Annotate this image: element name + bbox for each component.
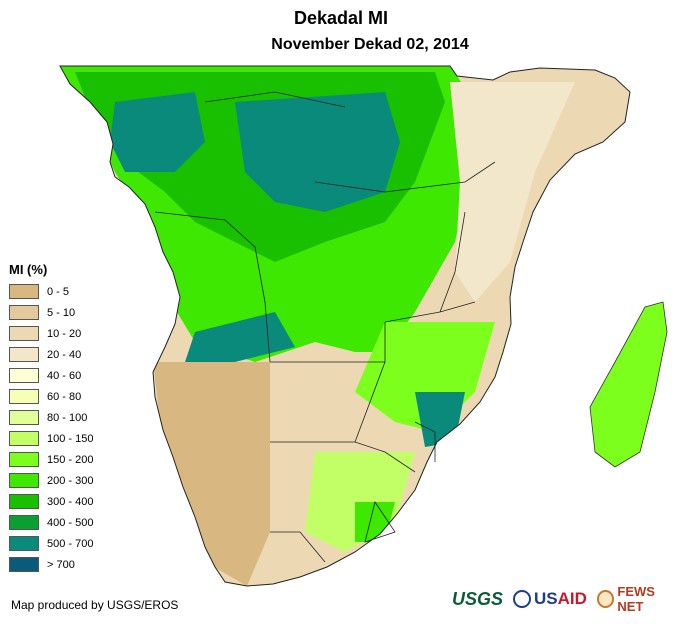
map-subtitle: November Dekad 02, 2014 [271, 36, 469, 53]
country-borders [154, 91, 496, 563]
legend-label: 200 - 300 [47, 474, 94, 487]
legend-label: > 700 [47, 558, 75, 571]
legend-swatch [9, 515, 39, 530]
legend-swatch [9, 410, 39, 425]
legend-item: 5 - 10 [9, 302, 93, 323]
legend-swatch [9, 305, 39, 320]
legend-label: 500 - 700 [47, 537, 94, 550]
legend-label: 100 - 150 [47, 432, 94, 445]
credit-text: Map produced by USGS/EROS [11, 598, 179, 612]
legend-label: 10 - 20 [47, 327, 82, 340]
usaid-logo-us: US [534, 589, 558, 608]
legend-item: 80 - 100 [9, 407, 93, 428]
fews-net-logo-text: FEWS NET [617, 584, 655, 614]
legend-label: 150 - 200 [47, 453, 94, 466]
legend-item: 60 - 80 [9, 386, 93, 407]
legend-swatch [9, 431, 39, 446]
usgs-logo-text: USGS [452, 588, 504, 609]
legend-label: 80 - 100 [47, 411, 88, 424]
fews-net-logo: FEWS NET [596, 584, 682, 614]
legend-swatch [9, 326, 39, 341]
usaid-seal-icon [513, 590, 532, 608]
legend-label: 5 - 10 [47, 306, 76, 319]
legend-item: 20 - 40 [9, 344, 93, 365]
legend-item: 10 - 20 [9, 323, 93, 344]
map-title: Dekadal MI [293, 8, 389, 28]
legend-swatch [9, 473, 39, 488]
legend-item: 200 - 300 [9, 470, 93, 491]
legend-swatch [9, 284, 39, 299]
moisture-index-map [59, 65, 668, 587]
legend-swatch [9, 452, 39, 467]
legend-swatch [9, 389, 39, 404]
legend-label: 60 - 80 [47, 390, 82, 403]
logo-strip: USGS US AID FEWS NET [452, 584, 682, 614]
madagascar [589, 301, 668, 468]
legend-item: 300 - 400 [9, 491, 93, 512]
usaid-logo-aid: AID [557, 589, 587, 608]
legend-item: 40 - 60 [9, 365, 93, 386]
legend-label: 400 - 500 [47, 516, 94, 529]
legend: MI (%) 0 - 5 5 - 10 10 - 20 20 - 40 40 - 60 6… [9, 262, 93, 575]
fews-net-seal-icon [596, 590, 615, 608]
legend-item: 400 - 500 [9, 512, 93, 533]
legend-swatch [9, 536, 39, 551]
legend-item: 100 - 150 [9, 428, 93, 449]
legend-swatch [9, 494, 39, 509]
legend-swatch [9, 557, 39, 572]
legend-swatch [9, 347, 39, 362]
usaid-logo: US AID [513, 589, 587, 609]
legend-label: 40 - 60 [47, 369, 82, 382]
legend-item: > 700 [9, 554, 93, 575]
legend-item: 500 - 700 [9, 533, 93, 554]
legend-item: 0 - 5 [9, 281, 93, 302]
legend-title: MI (%) [9, 262, 48, 277]
legend-label: 300 - 400 [47, 495, 94, 508]
usgs-logo: USGS [452, 589, 503, 610]
legend-label: 20 - 40 [47, 348, 82, 361]
moisture-fill [60, 66, 630, 586]
legend-swatch [9, 368, 39, 383]
legend-item: 150 - 200 [9, 449, 93, 470]
legend-label: 0 - 5 [47, 285, 70, 298]
